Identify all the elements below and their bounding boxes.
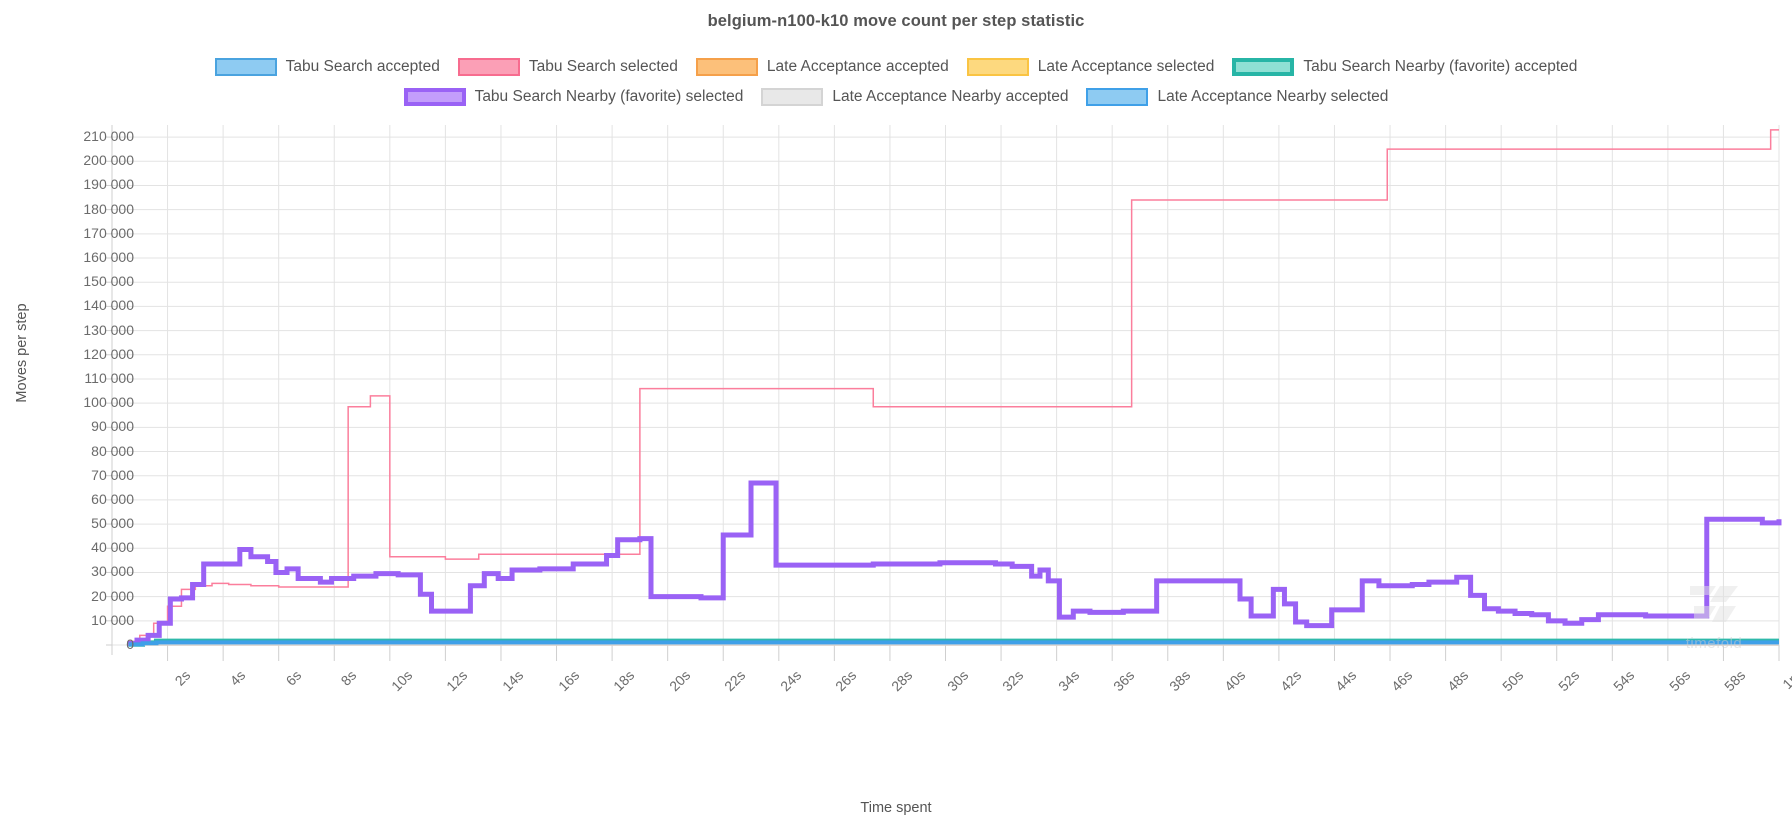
y-axis-tick-label: 20 000 — [14, 588, 134, 604]
y-axis-tick-label: 0 — [14, 636, 134, 652]
y-axis-tick-label: 150 000 — [14, 273, 134, 289]
x-axis-label: Time spent — [0, 800, 1792, 816]
y-axis-tick-label: 30 000 — [14, 563, 134, 579]
y-axis-tick-label: 10 000 — [14, 612, 134, 628]
series-line — [127, 483, 1779, 644]
y-axis-tick-label: 60 000 — [14, 491, 134, 507]
y-axis-label: Moves per step — [14, 253, 30, 453]
y-axis-tick-label: 140 000 — [14, 297, 134, 313]
y-axis-tick-label: 80 000 — [14, 443, 134, 459]
y-axis-tick-label: 70 000 — [14, 467, 134, 483]
y-axis-tick-label: 170 000 — [14, 225, 134, 241]
data-series-group — [127, 130, 1779, 645]
y-axis-tick-label: 190 000 — [14, 176, 134, 192]
y-axis-tick-label: 200 000 — [14, 152, 134, 168]
series-line — [129, 642, 1779, 644]
grid-lines — [112, 125, 1779, 645]
y-axis-tick-label: 120 000 — [14, 346, 134, 362]
y-axis-tick-label: 90 000 — [14, 418, 134, 434]
axis-lines — [106, 125, 1779, 661]
y-axis-tick-label: 100 000 — [14, 394, 134, 410]
y-axis-tick-label: 110 000 — [14, 370, 134, 386]
y-axis-tick-label: 160 000 — [14, 249, 134, 265]
y-axis-tick-label: 40 000 — [14, 539, 134, 555]
y-axis-tick-label: 130 000 — [14, 322, 134, 338]
y-axis-tick-label: 50 000 — [14, 515, 134, 531]
y-axis-tick-label: 180 000 — [14, 201, 134, 217]
y-axis-tick-label: 210 000 — [14, 128, 134, 144]
